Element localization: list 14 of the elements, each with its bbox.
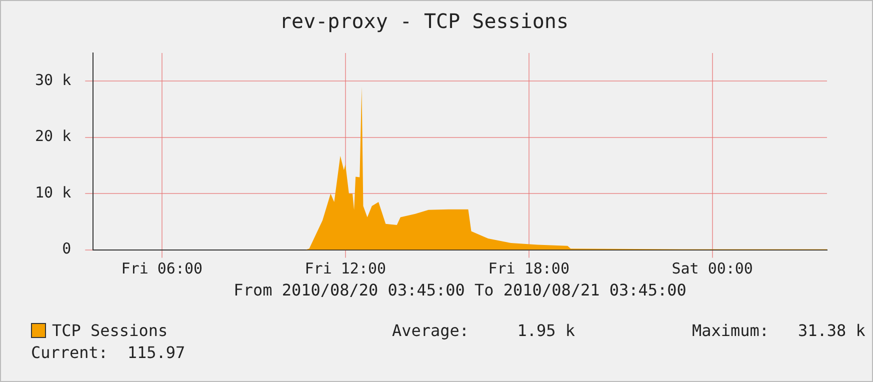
y-tick-label: 0: [62, 240, 72, 258]
x-tick-label: Sat 00:00: [672, 260, 753, 278]
text: Average: 1.95 k: [392, 320, 576, 340]
x-tick-label: Fri 06:00: [121, 260, 203, 278]
y-tick-label: 20 k: [35, 127, 72, 146]
y-tick-label: 10 k: [35, 183, 72, 202]
x-tick-label: Fri 18:00: [488, 260, 570, 278]
text: Maximum: 31.38 k: [692, 320, 866, 340]
y-tick-label: 30 k: [35, 71, 72, 90]
chart-title: rev-proxy - TCP Sessions: [280, 9, 568, 34]
legend-label: TCP Sessions: [52, 320, 169, 340]
x-tick-label: Fri 12:00: [304, 260, 386, 278]
x-axis-title: From 2010/08/20 03:45:00 To 2010/08/21 03:45:00: [234, 280, 686, 300]
text: Current: 115.97: [31, 342, 186, 362]
